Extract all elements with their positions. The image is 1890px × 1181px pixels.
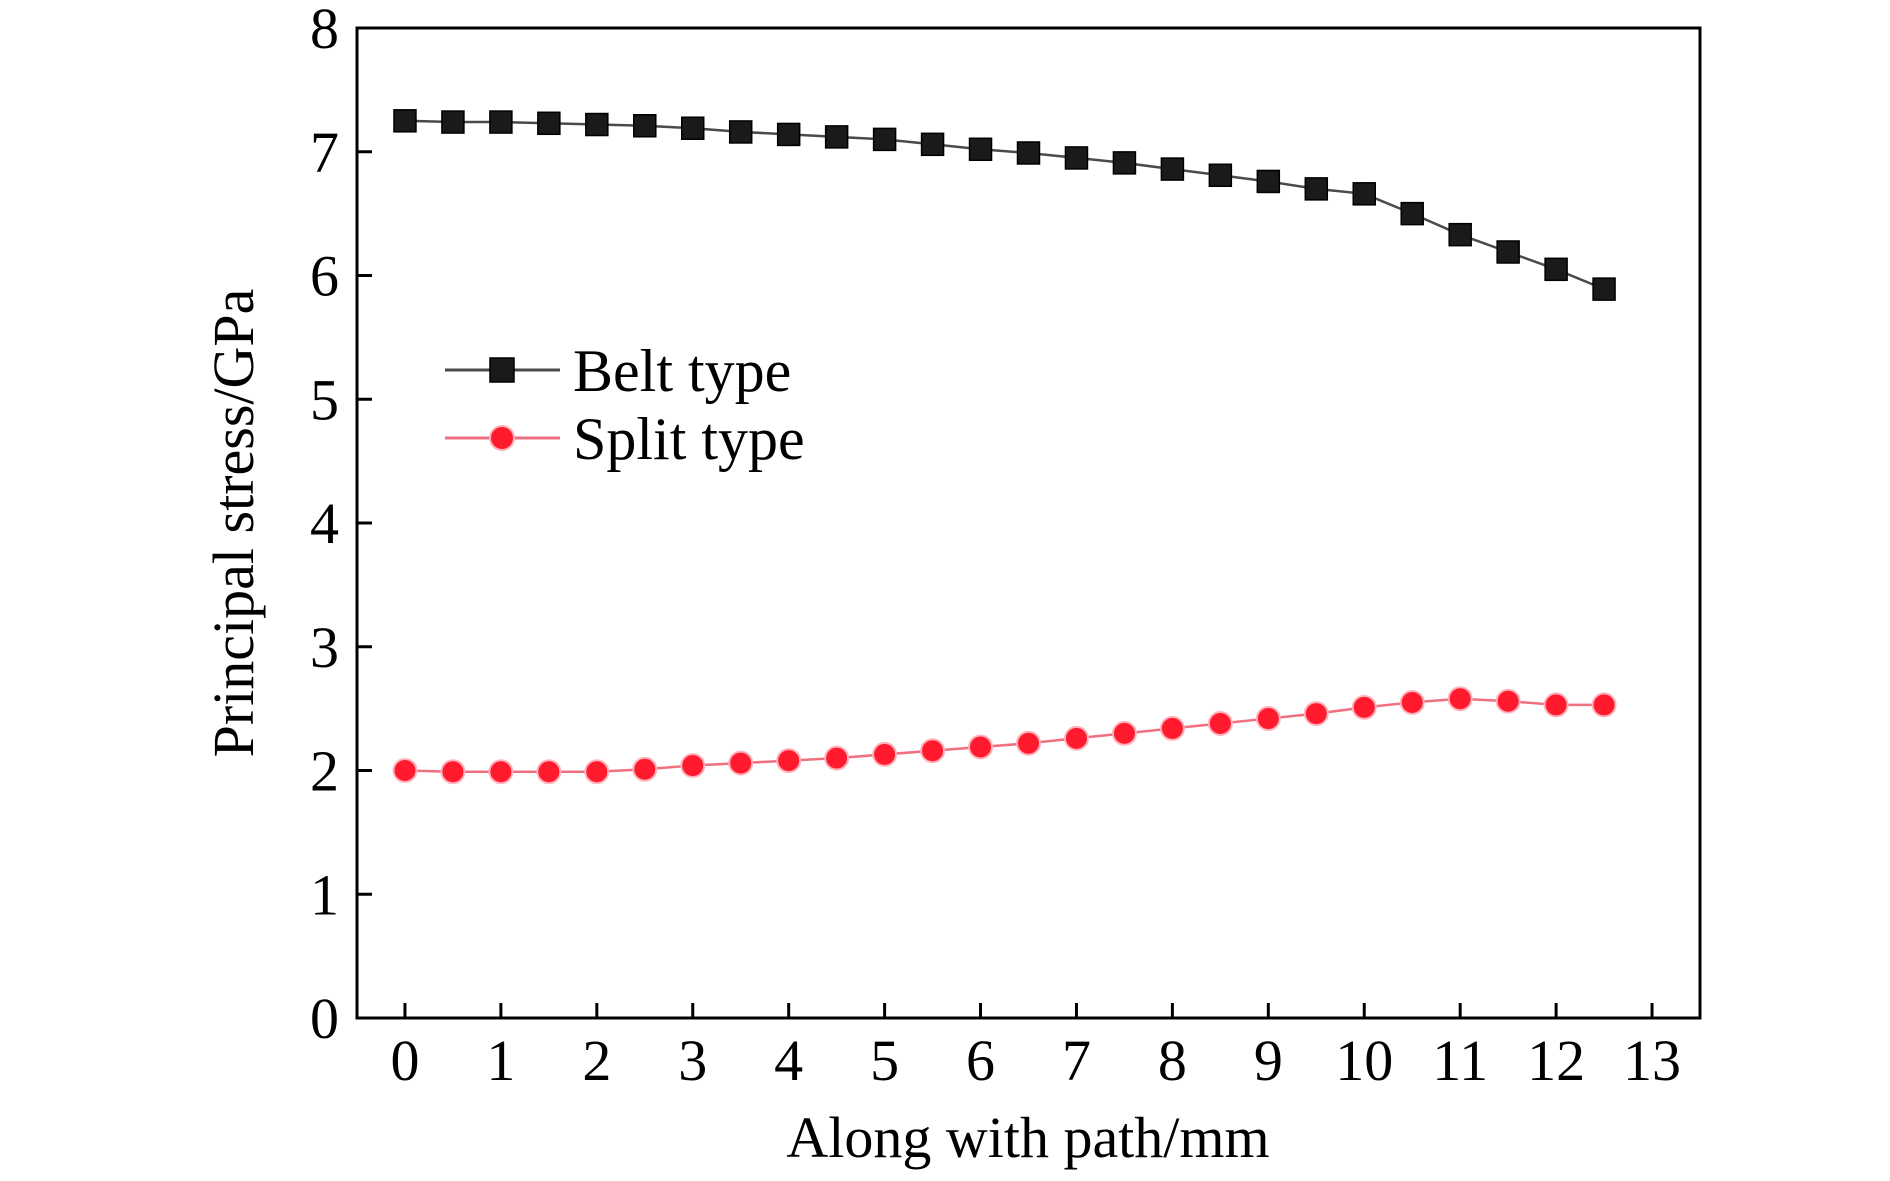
data-point-belt bbox=[824, 125, 849, 149]
x-tick-label: 10 bbox=[1335, 1028, 1393, 1093]
data-point-belt bbox=[1208, 163, 1233, 188]
legend-label-belt: Belt type bbox=[573, 338, 791, 404]
data-point-split bbox=[584, 759, 610, 785]
data-point-split bbox=[1447, 686, 1473, 712]
x-tick-label: 12 bbox=[1527, 1028, 1585, 1093]
data-point-split bbox=[1303, 701, 1329, 727]
data-point-split bbox=[920, 738, 946, 764]
data-point-belt bbox=[1496, 240, 1520, 264]
data-point-belt bbox=[1400, 201, 1424, 226]
y-tick-label: 4 bbox=[310, 491, 339, 556]
y-tick-label: 0 bbox=[310, 986, 339, 1051]
data-point-split bbox=[1207, 710, 1233, 736]
data-point-split bbox=[1111, 720, 1137, 746]
data-point-belt bbox=[585, 112, 609, 137]
data-point-belt bbox=[1304, 177, 1329, 201]
y-tick-label: 7 bbox=[310, 120, 339, 185]
data-point-belt bbox=[1544, 257, 1568, 282]
legend-marker-split bbox=[489, 425, 515, 451]
x-tick-label: 7 bbox=[1062, 1028, 1091, 1093]
data-point-belt bbox=[1592, 277, 1616, 301]
data-point-split bbox=[440, 759, 466, 785]
data-point-split bbox=[1063, 725, 1089, 751]
data-point-belt bbox=[872, 127, 897, 152]
x-tick-label: 3 bbox=[678, 1028, 707, 1093]
data-point-belt bbox=[1160, 157, 1185, 181]
data-point-split bbox=[776, 748, 802, 774]
data-point-belt bbox=[776, 122, 801, 147]
data-point-belt bbox=[633, 114, 657, 138]
data-point-split bbox=[1159, 715, 1185, 741]
data-point-belt bbox=[1016, 141, 1041, 165]
data-point-split bbox=[1543, 692, 1569, 718]
data-point-split bbox=[536, 759, 562, 785]
data-point-split bbox=[1495, 688, 1521, 714]
y-tick-label: 5 bbox=[310, 367, 339, 432]
data-point-split bbox=[1591, 692, 1617, 718]
y-tick-label: 3 bbox=[310, 615, 339, 680]
data-point-split bbox=[872, 741, 898, 767]
legend-label-split: Split type bbox=[573, 406, 805, 472]
data-point-belt bbox=[393, 109, 417, 133]
data-point-belt bbox=[1064, 146, 1089, 170]
data-point-belt bbox=[728, 120, 753, 144]
data-point-split bbox=[632, 756, 658, 782]
data-point-belt bbox=[1448, 222, 1472, 247]
data-point-belt bbox=[1112, 151, 1137, 175]
legend: Belt type Split type bbox=[445, 338, 805, 472]
y-tick-label: 2 bbox=[310, 739, 339, 804]
x-tick-label: 9 bbox=[1254, 1028, 1283, 1093]
data-point-belt bbox=[920, 132, 945, 157]
y-tick-label: 8 bbox=[310, 0, 339, 61]
x-tick-label: 11 bbox=[1432, 1028, 1488, 1093]
data-point-split bbox=[1351, 694, 1377, 720]
data-point-belt bbox=[537, 111, 561, 136]
data-point-split bbox=[392, 758, 418, 783]
data-point-belt bbox=[441, 110, 465, 134]
data-point-split bbox=[680, 753, 706, 779]
x-tick-label: 13 bbox=[1623, 1028, 1681, 1093]
x-tick-label: 8 bbox=[1158, 1028, 1187, 1093]
data-point-belt bbox=[1256, 169, 1281, 194]
data-point-split bbox=[1399, 689, 1425, 715]
y-axis-title: Principal stress/GPa bbox=[201, 289, 266, 758]
x-tick-label: 1 bbox=[486, 1028, 515, 1093]
x-tick-label: 2 bbox=[582, 1028, 611, 1093]
x-tick-label: 5 bbox=[870, 1028, 899, 1093]
series-layer bbox=[392, 109, 1617, 785]
x-tick-label: 4 bbox=[774, 1028, 803, 1093]
data-point-split bbox=[1255, 706, 1281, 732]
data-point-belt bbox=[1352, 182, 1376, 206]
data-point-belt bbox=[968, 137, 993, 162]
y-tick-label: 6 bbox=[310, 244, 339, 309]
x-axis-title: Along with path/mm bbox=[786, 1105, 1269, 1170]
data-point-split bbox=[824, 745, 850, 771]
data-point-split bbox=[488, 759, 514, 785]
y-tick-label: 1 bbox=[310, 862, 339, 927]
x-tick-label: 0 bbox=[390, 1028, 419, 1093]
data-point-split bbox=[728, 750, 754, 776]
data-point-split bbox=[968, 734, 994, 760]
data-point-belt bbox=[489, 110, 513, 134]
legend-marker-belt bbox=[489, 357, 515, 383]
data-point-belt bbox=[681, 116, 705, 140]
x-tick-label: 6 bbox=[966, 1028, 995, 1093]
data-point-split bbox=[1016, 730, 1041, 756]
